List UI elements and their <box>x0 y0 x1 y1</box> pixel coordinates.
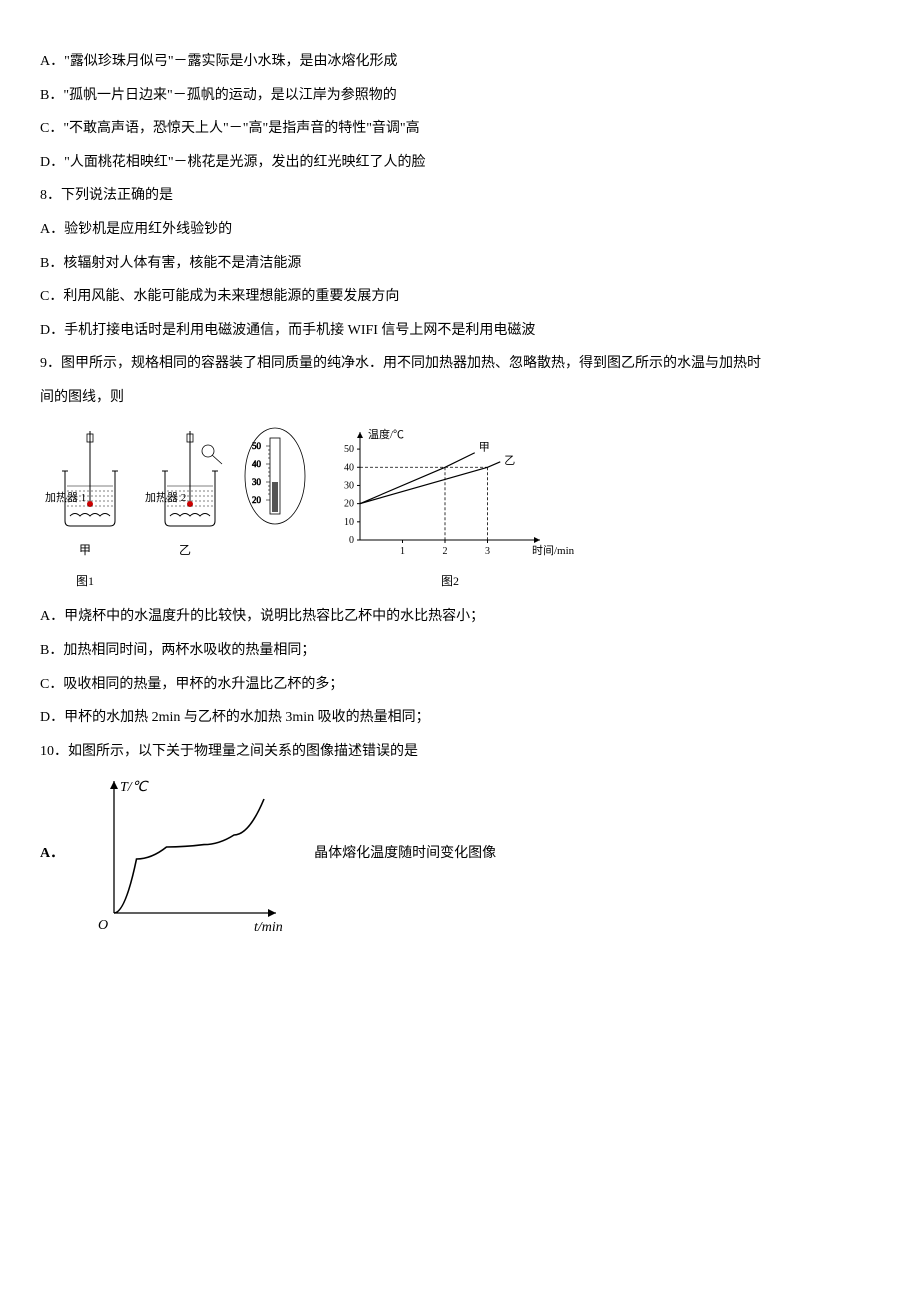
fig1-caption: 图1 <box>76 567 94 596</box>
temperature-time-chart: 10 20 30 40 50 0 1 2 3 甲乙 温度/℃ 时间/min <box>320 425 580 565</box>
q9-stem-2: 间的图线，则 <box>40 381 880 415</box>
q9-chart: 10 20 30 40 50 0 1 2 3 甲乙 温度/℃ 时间/min 图2 <box>320 425 580 596</box>
svg-text:20: 20 <box>252 495 262 505</box>
svg-text:甲: 甲 <box>479 441 490 453</box>
svg-text:50: 50 <box>344 444 354 455</box>
q10-melting-chart: T/℃ t/min O <box>79 768 299 938</box>
q7-option-a: A．"露似珍珠月似弓"－露实际是小水珠，是由冰熔化形成 <box>40 45 880 79</box>
thermometer-closeup-icon: 50 40 30 20 <box>240 426 310 536</box>
q7-option-d: D．"人面桃花相映红"－桃花是光源，发出的红光映红了人的脸 <box>40 146 880 180</box>
q9-option-b: B．加热相同时间，两杯水吸收的热量相同； <box>40 634 880 668</box>
svg-text:t/min: t/min <box>254 920 283 935</box>
svg-text:10: 10 <box>344 516 354 527</box>
q8-option-c: C．利用风能、水能可能成为未来理想能源的重要发展方向 <box>40 280 880 314</box>
q8-option-d: D．手机打接电话时是利用电磁波通信，而手机接 WIFI 信号上网不是利用电磁波 <box>40 314 880 348</box>
cup-jia-label: 甲 <box>79 536 91 565</box>
svg-text:30: 30 <box>344 480 354 491</box>
svg-text:30: 30 <box>252 477 262 487</box>
svg-text:40: 40 <box>344 462 354 473</box>
q9-option-c: C．吸收相同的热量，甲杯的水升温比乙杯的多； <box>40 668 880 702</box>
q9-stem-1: 9．图甲所示，规格相同的容器装了相同质量的纯净水．用不同加热器加热、忽略散热，得… <box>40 347 880 381</box>
svg-text:20: 20 <box>344 498 354 509</box>
q7-option-b: B．"孤帆一片日边来"－孤帆的运动，是以江岸为参照物的 <box>40 79 880 113</box>
svg-text:时间/min: 时间/min <box>532 544 575 557</box>
q8-option-b: B．核辐射对人体有害，核能不是清洁能源 <box>40 247 880 281</box>
q9-figure-row: 加热器 1 甲 图1 加热器 2 乙 <box>40 425 880 596</box>
svg-text:40: 40 <box>252 459 262 469</box>
q9-thermo-closeup: 50 40 30 20 <box>240 426 310 596</box>
q9-option-a: A．甲烧杯中的水温度升的比较快，说明比热容比乙杯中的水比热容小； <box>40 600 880 634</box>
svg-text:乙: 乙 <box>504 453 515 466</box>
q10-option-a-row: A． T/℃ t/min O 晶体熔化温度随时间变化图像 <box>40 768 880 938</box>
q9-option-d: D．甲杯的水加热 2min 与乙杯的水加热 3min 吸收的热量相同； <box>40 701 880 735</box>
svg-text:1: 1 <box>400 546 405 557</box>
svg-text:O: O <box>98 918 108 933</box>
q10-stem: 10．如图所示，以下关于物理量之间关系的图像描述错误的是 <box>40 735 880 769</box>
beaker-yi-icon: 加热器 2 <box>140 426 230 536</box>
cup-yi-label: 乙 <box>179 536 191 565</box>
svg-text:0: 0 <box>349 535 354 546</box>
q10-a-label: A． <box>40 837 64 871</box>
fig2-caption: 图2 <box>441 567 459 596</box>
heater2-label: 加热器 2 <box>145 491 186 504</box>
svg-text:50: 50 <box>252 441 262 451</box>
beaker-jia-icon: 加热器 1 <box>40 426 130 536</box>
q8-stem: 8．下列说法正确的是 <box>40 179 880 213</box>
svg-text:T/℃: T/℃ <box>120 780 150 795</box>
q9-beaker-jia: 加热器 1 甲 图1 <box>40 426 130 596</box>
svg-text:3: 3 <box>485 546 490 557</box>
q7-option-c: C．"不敢高声语，恐惊天上人"－"高"是指声音的特性"音调"高 <box>40 112 880 146</box>
svg-text:2: 2 <box>443 546 448 557</box>
q10-a-text: 晶体熔化温度随时间变化图像 <box>314 837 496 871</box>
heater1-label: 加热器 1 <box>45 491 86 504</box>
q9-beaker-yi: 加热器 2 乙 <box>140 426 230 596</box>
svg-text:温度/℃: 温度/℃ <box>368 427 404 441</box>
q8-option-a: A．验钞机是应用红外线验钞的 <box>40 213 880 247</box>
